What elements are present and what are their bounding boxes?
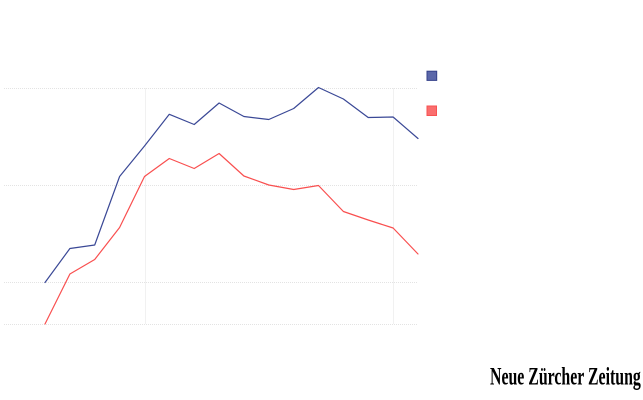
svg-text:Neue Zürcher Zeitung: Neue Zürcher Zeitung xyxy=(490,362,641,391)
